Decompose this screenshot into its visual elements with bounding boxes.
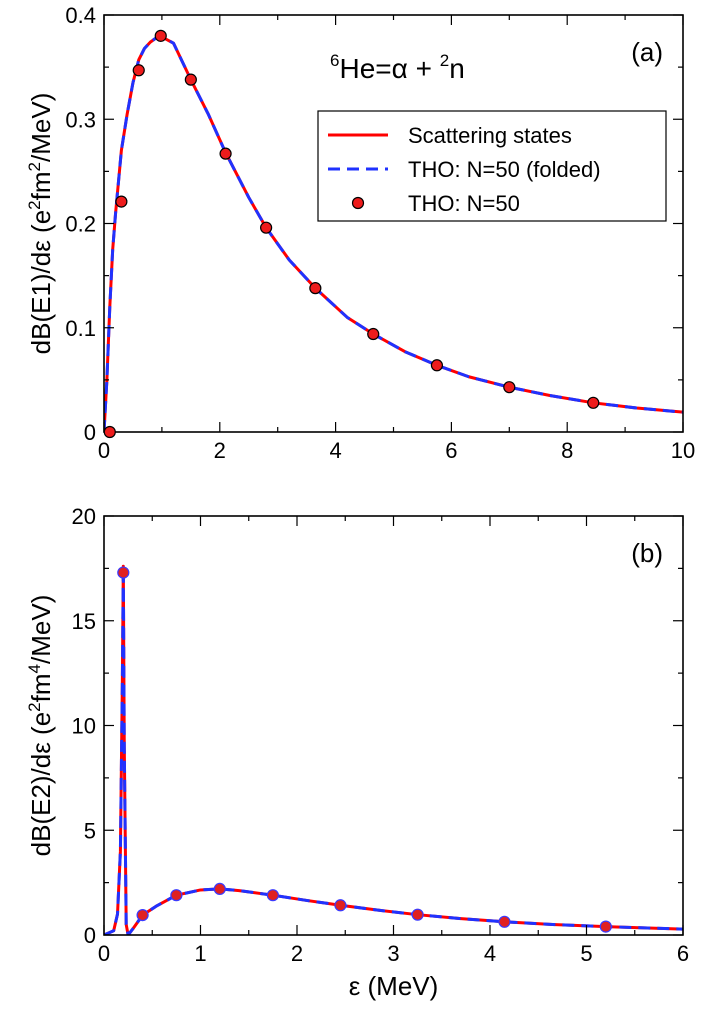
ylabel-b-sup1: 2 <box>25 702 44 711</box>
ylabel-a-post: /MeV) <box>26 93 56 162</box>
panel-b-plot-area <box>104 564 683 935</box>
panel-a-ticks: 0 2 4 6 8 10 0 0.1 0.2 0.3 0.4 <box>65 3 695 463</box>
x-tick-label: 8 <box>561 438 573 463</box>
data-point <box>334 899 347 912</box>
data-point <box>136 908 149 922</box>
legend-entry: THO: N=50 (folded) <box>408 157 601 182</box>
legend-swatch-marker <box>351 196 365 210</box>
ylabel-b-sup2: 4 <box>25 664 44 673</box>
panel-b-ticks: 0 1 2 3 4 5 6 0 5 10 15 20 <box>72 504 690 966</box>
x-tick-label: 0 <box>98 941 110 966</box>
ylabel-a-mid: fm <box>26 171 56 200</box>
panel-b-label: (b) <box>631 538 663 568</box>
annotation-base2: n <box>449 53 465 84</box>
panel-a: 0 2 4 6 8 10 0 0.1 0.2 0.3 0.4 Scattering states TH… <box>25 3 695 463</box>
data-point <box>117 566 130 579</box>
x-tick-label: 0 <box>98 438 110 463</box>
y-tick-label: 0.4 <box>65 3 96 28</box>
y-tick-label: 15 <box>72 609 96 634</box>
y-tick-label: 20 <box>72 504 96 529</box>
annotation-sup2: 2 <box>440 51 449 70</box>
data-point <box>219 147 232 160</box>
panel-b-frame <box>103 515 684 936</box>
panel-a-frame <box>103 14 684 433</box>
x-tick-label: 10 <box>671 438 695 463</box>
annotation-sup1: 6 <box>330 51 339 70</box>
data-point <box>115 195 128 208</box>
y-tick-label: 0.1 <box>65 316 96 341</box>
panel-a-label: (a) <box>631 37 663 67</box>
data-point <box>170 889 183 902</box>
data-point <box>154 29 167 42</box>
panel-b-xlabel: ε (MeV) <box>349 971 439 1001</box>
x-tick-label: 2 <box>214 438 226 463</box>
data-point <box>103 425 116 439</box>
ylabel-b-pre: dB(E2)/dε (e <box>26 712 56 857</box>
y-tick-label: 0.3 <box>65 107 96 132</box>
annotation-base1: He=α + <box>339 53 439 84</box>
panel-a-ylabel: dB(E1)/dε (e2fm2/MeV) <box>25 93 56 355</box>
x-tick-label: 3 <box>387 941 399 966</box>
panel-a-plot-area <box>104 35 683 432</box>
ylabel-a-sup2: 2 <box>25 162 44 171</box>
legend: Scattering states THO: N=50 (folded) THO: … <box>317 110 667 222</box>
data-point <box>132 64 145 77</box>
y-tick-label: 0 <box>84 923 96 948</box>
reaction-annotation: 6He=α + 2n <box>330 51 465 84</box>
data-point <box>411 908 424 921</box>
data-point <box>587 396 600 409</box>
series-line-scattering <box>104 564 683 935</box>
data-point <box>599 920 612 933</box>
ylabel-a-pre: dB(E1)/dε (e <box>26 210 56 355</box>
data-point <box>213 882 226 896</box>
x-tick-label: 1 <box>194 941 206 966</box>
x-tick-label: 6 <box>445 438 457 463</box>
series-line-folded <box>104 564 683 935</box>
ylabel-b-mid: fm <box>26 673 56 702</box>
ylabel-a-sup1: 2 <box>25 200 44 209</box>
data-point <box>184 73 197 86</box>
y-tick-label: 0 <box>84 420 96 445</box>
data-point <box>367 327 380 341</box>
series-line-folded <box>104 35 683 432</box>
legend-entry: Scattering states <box>408 123 572 148</box>
y-tick-label: 10 <box>72 714 96 739</box>
data-point <box>498 915 511 928</box>
y-tick-label: 5 <box>84 818 96 843</box>
x-tick-label: 4 <box>329 438 341 463</box>
y-tick-label: 0.2 <box>65 212 96 237</box>
ylabel-b-post: /MeV) <box>26 595 56 664</box>
series-line-scattering <box>104 35 683 432</box>
data-point <box>266 889 279 902</box>
data-point <box>430 359 444 372</box>
data-point <box>260 221 273 234</box>
x-tick-label: 5 <box>580 941 592 966</box>
legend-box <box>317 110 667 222</box>
data-point <box>503 381 516 394</box>
legend-entry: THO: N=50 <box>408 191 520 216</box>
panel-b-ylabel: dB(E2)/dε (e2fm4/MeV) <box>25 595 56 857</box>
data-point <box>309 282 322 295</box>
x-tick-label: 2 <box>291 941 303 966</box>
x-tick-label: 4 <box>484 941 496 966</box>
x-tick-label: 6 <box>677 941 689 966</box>
